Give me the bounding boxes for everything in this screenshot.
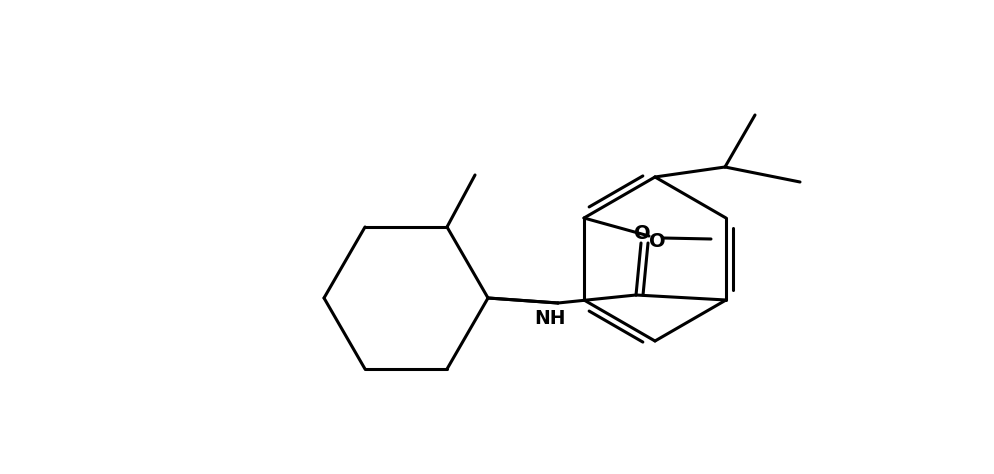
Text: NH: NH <box>534 309 566 328</box>
Text: O: O <box>634 224 650 243</box>
Text: O: O <box>649 231 665 250</box>
